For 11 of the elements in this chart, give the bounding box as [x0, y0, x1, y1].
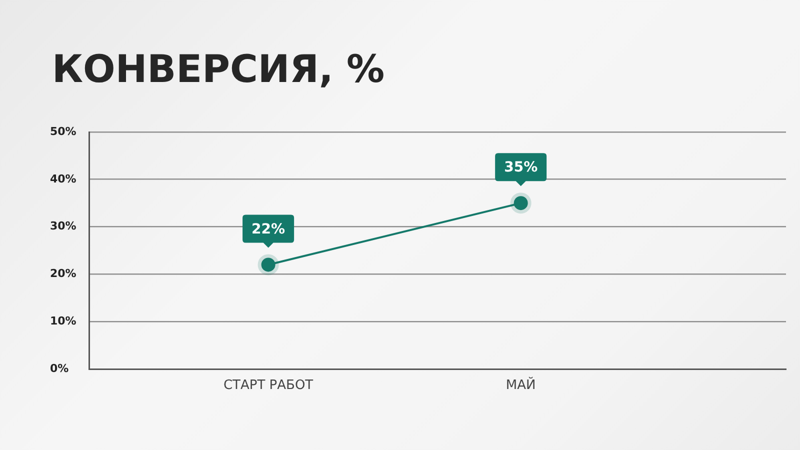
y-tick-label: 0%	[50, 362, 69, 375]
y-tick-label: 10%	[50, 314, 76, 328]
x-tick-label: МАЙ	[506, 376, 536, 394]
x-tick-label: СТАРТ РАБОТ	[223, 378, 314, 394]
chart-title: КОНВЕРСИЯ, %	[52, 46, 385, 92]
y-tick-label: 40%	[50, 172, 76, 186]
y-tick-label: 30%	[50, 220, 76, 233]
data-label: 35%	[504, 160, 538, 176]
y-tick-label: 50%	[50, 124, 76, 138]
data-label: 22%	[252, 221, 286, 238]
y-tick-label: 20%	[50, 267, 76, 280]
